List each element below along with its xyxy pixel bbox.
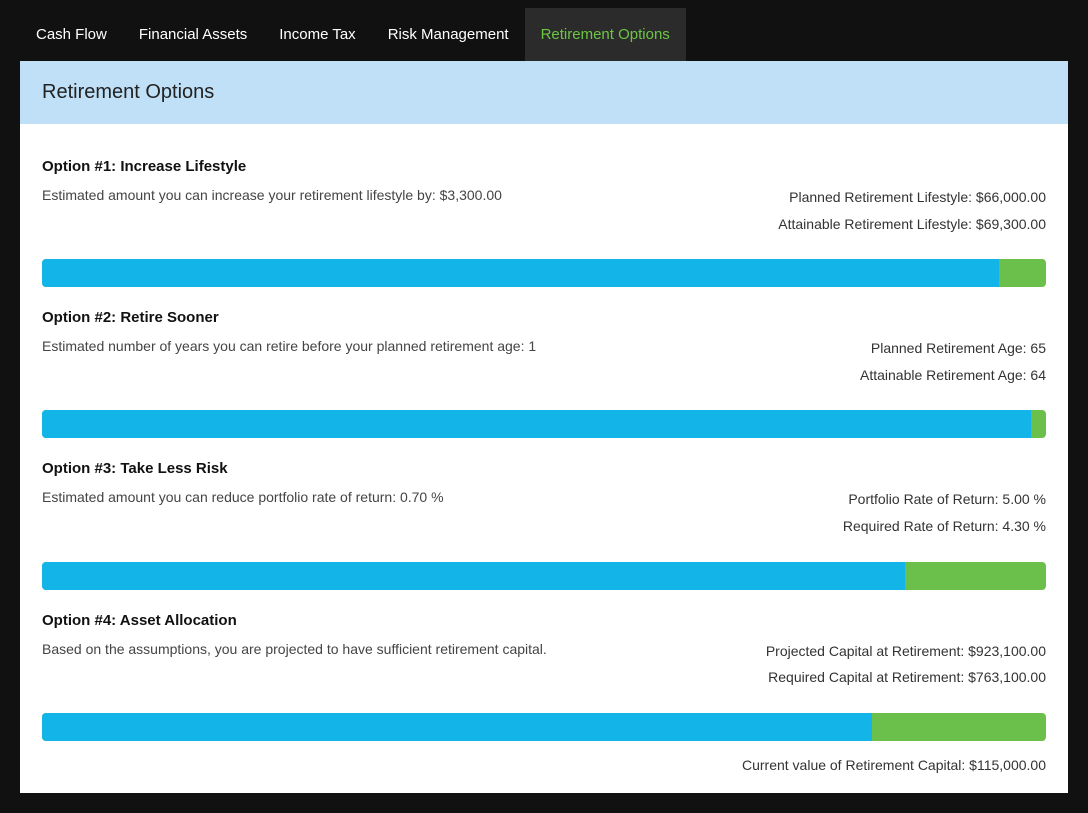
tab-cash-flow[interactable]: Cash Flow <box>20 8 123 61</box>
option-desc: Estimated amount you can increase your r… <box>42 185 502 205</box>
option-right: Planned Retirement Lifestyle: $66,000.00… <box>778 158 1046 237</box>
progress-bar-fill <box>42 259 999 287</box>
metric-planned: Portfolio Rate of Return: 5.00 % <box>843 486 1046 513</box>
page-header: Retirement Options <box>20 61 1068 124</box>
progress-bar-fill <box>42 410 1031 438</box>
metric-planned: Projected Capital at Retirement: $923,10… <box>766 638 1046 665</box>
option-title: Option #1: Increase Lifestyle <box>42 158 502 175</box>
option-left: Option #1: Increase Lifestyle Estimated … <box>42 158 502 205</box>
option-right: Planned Retirement Age: 65 Attainable Re… <box>860 309 1046 388</box>
option-block: Option #1: Increase Lifestyle Estimated … <box>20 136 1068 237</box>
tab-retirement-options[interactable]: Retirement Options <box>525 8 686 61</box>
metric-planned: Planned Retirement Age: 65 <box>860 335 1046 362</box>
footer-metric: Current value of Retirement Capital: $11… <box>20 741 1068 773</box>
metric-attainable: Attainable Retirement Lifestyle: $69,300… <box>778 211 1046 238</box>
option-left: Option #4: Asset Allocation Based on the… <box>42 612 547 659</box>
progress-bar-fill <box>42 562 905 590</box>
option-title: Option #2: Retire Sooner <box>42 309 536 326</box>
option-right: Projected Capital at Retirement: $923,10… <box>766 612 1046 691</box>
tab-bar: Cash Flow Financial Assets Income Tax Ri… <box>20 0 1068 61</box>
page-title: Retirement Options <box>42 81 214 103</box>
metric-attainable: Required Rate of Return: 4.30 % <box>843 513 1046 540</box>
tab-financial-assets[interactable]: Financial Assets <box>123 8 263 61</box>
option-desc: Estimated amount you can reduce portfoli… <box>42 487 444 507</box>
option-row: Option #4: Asset Allocation Based on the… <box>42 612 1046 691</box>
page: Cash Flow Financial Assets Income Tax Ri… <box>0 0 1088 813</box>
progress-bar <box>42 259 1046 287</box>
option-block: Option #3: Take Less Risk Estimated amou… <box>20 438 1068 539</box>
option-row: Option #3: Take Less Risk Estimated amou… <box>42 460 1046 539</box>
option-title: Option #4: Asset Allocation <box>42 612 547 629</box>
option-block: Option #4: Asset Allocation Based on the… <box>20 590 1068 691</box>
tab-risk-management[interactable]: Risk Management <box>372 8 525 61</box>
option-left: Option #3: Take Less Risk Estimated amou… <box>42 460 444 507</box>
option-desc: Estimated number of years you can retire… <box>42 336 536 356</box>
option-title: Option #3: Take Less Risk <box>42 460 444 477</box>
progress-bar <box>42 410 1046 438</box>
tab-income-tax[interactable]: Income Tax <box>263 8 371 61</box>
progress-bar <box>42 713 1046 741</box>
content-panel: Option #1: Increase Lifestyle Estimated … <box>20 124 1068 793</box>
option-row: Option #1: Increase Lifestyle Estimated … <box>42 158 1046 237</box>
option-block: Option #2: Retire Sooner Estimated numbe… <box>20 287 1068 388</box>
progress-bar-fill <box>42 713 872 741</box>
progress-bar <box>42 562 1046 590</box>
option-desc: Based on the assumptions, you are projec… <box>42 639 547 659</box>
metric-planned: Planned Retirement Lifestyle: $66,000.00 <box>778 184 1046 211</box>
option-row: Option #2: Retire Sooner Estimated numbe… <box>42 309 1046 388</box>
option-right: Portfolio Rate of Return: 5.00 % Require… <box>843 460 1046 539</box>
metric-attainable: Attainable Retirement Age: 64 <box>860 362 1046 389</box>
metric-attainable: Required Capital at Retirement: $763,100… <box>766 664 1046 691</box>
option-left: Option #2: Retire Sooner Estimated numbe… <box>42 309 536 356</box>
